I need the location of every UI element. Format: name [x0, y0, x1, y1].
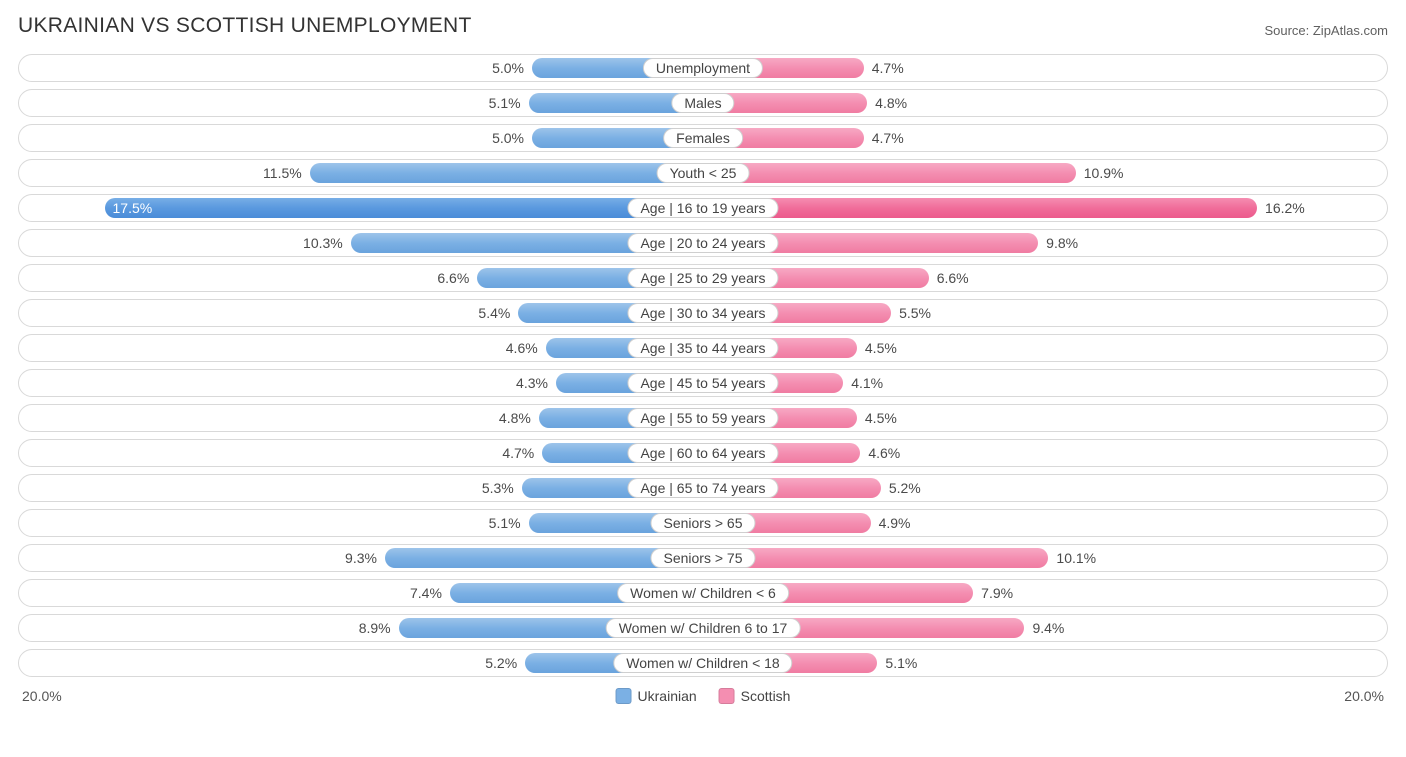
header: UKRAINIAN VS SCOTTISH UNEMPLOYMENT Sourc… [18, 14, 1388, 38]
value-ukrainian: 9.3% [337, 545, 385, 571]
value-scottish: 4.7% [864, 55, 912, 81]
value-ukrainian: 5.1% [481, 90, 529, 116]
axis-max-right: 20.0% [1344, 688, 1384, 704]
value-ukrainian: 7.4% [402, 580, 450, 606]
legend-label-scottish: Scottish [741, 688, 791, 704]
value-scottish: 4.5% [857, 405, 905, 431]
chart-row: 7.4% 7.9% Women w/ Children < 6 [18, 579, 1388, 607]
value-scottish: 10.1% [1048, 545, 1104, 571]
category-label: Seniors > 75 [651, 548, 756, 568]
chart-row: 17.5% 16.2% Age | 16 to 19 years [18, 194, 1388, 222]
category-label: Age | 45 to 54 years [627, 373, 778, 393]
chart-row: 5.2% 5.1% Women w/ Children < 18 [18, 649, 1388, 677]
value-scottish: 4.1% [843, 370, 891, 396]
category-label: Age | 65 to 74 years [627, 478, 778, 498]
value-ukrainian: 6.6% [429, 265, 477, 291]
chart-row: 9.3% 10.1% Seniors > 75 [18, 544, 1388, 572]
chart-row: 10.3% 9.8% Age | 20 to 24 years [18, 229, 1388, 257]
chart-row: 5.0% 4.7% Females [18, 124, 1388, 152]
bar-scottish [703, 163, 1076, 183]
value-ukrainian: 4.8% [491, 405, 539, 431]
chart-row: 5.1% 4.9% Seniors > 65 [18, 509, 1388, 537]
bar-scottish [703, 198, 1257, 218]
chart-row: 11.5% 10.9% Youth < 25 [18, 159, 1388, 187]
category-label: Women w/ Children < 6 [617, 583, 789, 603]
legend-swatch-ukrainian [616, 688, 632, 704]
value-scottish: 16.2% [1257, 195, 1313, 221]
value-scottish: 10.9% [1076, 160, 1132, 186]
diverging-bar-chart: 5.0% 4.7% Unemployment 5.1% 4.8% Males 5.0% 4.7… [18, 54, 1388, 677]
source-label: Source: ZipAtlas.com [1264, 23, 1388, 38]
legend-item-scottish: Scottish [719, 688, 791, 704]
value-scottish: 4.7% [864, 125, 912, 151]
chart-row: 5.1% 4.8% Males [18, 89, 1388, 117]
value-ukrainian: 5.2% [477, 650, 525, 676]
chart-row: 4.6% 4.5% Age | 35 to 44 years [18, 334, 1388, 362]
legend-label-ukrainian: Ukrainian [638, 688, 697, 704]
legend-item-ukrainian: Ukrainian [616, 688, 697, 704]
value-ukrainian: 5.0% [484, 125, 532, 151]
chart-row: 5.3% 5.2% Age | 65 to 74 years [18, 474, 1388, 502]
chart-row: 4.8% 4.5% Age | 55 to 59 years [18, 404, 1388, 432]
category-label: Age | 35 to 44 years [627, 338, 778, 358]
legend: Ukrainian Scottish [616, 688, 791, 704]
chart-row: 8.9% 9.4% Women w/ Children 6 to 17 [18, 614, 1388, 642]
value-scottish: 4.6% [860, 440, 908, 466]
category-label: Age | 60 to 64 years [627, 443, 778, 463]
chart-row: 5.4% 5.5% Age | 30 to 34 years [18, 299, 1388, 327]
category-label: Seniors > 65 [651, 513, 756, 533]
value-ukrainian: 5.1% [481, 510, 529, 536]
value-scottish: 5.2% [881, 475, 929, 501]
value-ukrainian: 17.5% [105, 195, 704, 221]
value-scottish: 9.4% [1024, 615, 1072, 641]
chart-title: UKRAINIAN VS SCOTTISH UNEMPLOYMENT [18, 14, 472, 38]
value-scottish: 7.9% [973, 580, 1021, 606]
value-ukrainian: 4.6% [498, 335, 546, 361]
category-label: Unemployment [643, 58, 763, 78]
value-ukrainian: 5.4% [470, 300, 518, 326]
chart-footer: 20.0% Ukrainian Scottish 20.0% [18, 684, 1388, 708]
value-ukrainian: 8.9% [351, 615, 399, 641]
axis-max-left: 20.0% [22, 688, 62, 704]
category-label: Age | 16 to 19 years [627, 198, 778, 218]
chart-row: 4.7% 4.6% Age | 60 to 64 years [18, 439, 1388, 467]
value-scottish: 6.6% [929, 265, 977, 291]
category-label: Age | 30 to 34 years [627, 303, 778, 323]
category-label: Age | 25 to 29 years [627, 268, 778, 288]
value-scottish: 4.9% [871, 510, 919, 536]
value-ukrainian: 5.3% [474, 475, 522, 501]
value-scottish: 4.8% [867, 90, 915, 116]
category-label: Age | 55 to 59 years [627, 408, 778, 428]
value-scottish: 5.1% [877, 650, 925, 676]
category-label: Males [671, 93, 734, 113]
category-label: Women w/ Children < 18 [613, 653, 792, 673]
chart-row: 6.6% 6.6% Age | 25 to 29 years [18, 264, 1388, 292]
value-scottish: 9.8% [1038, 230, 1086, 256]
value-ukrainian: 10.3% [295, 230, 351, 256]
category-label: Females [663, 128, 743, 148]
chart-row: 4.3% 4.1% Age | 45 to 54 years [18, 369, 1388, 397]
chart-row: 5.0% 4.7% Unemployment [18, 54, 1388, 82]
value-scottish: 5.5% [891, 300, 939, 326]
category-label: Age | 20 to 24 years [627, 233, 778, 253]
category-label: Youth < 25 [657, 163, 750, 183]
value-scottish: 4.5% [857, 335, 905, 361]
value-ukrainian: 4.3% [508, 370, 556, 396]
category-label: Women w/ Children 6 to 17 [606, 618, 801, 638]
bar-ukrainian [310, 163, 703, 183]
legend-swatch-scottish [719, 688, 735, 704]
value-ukrainian: 11.5% [255, 160, 310, 186]
value-ukrainian: 5.0% [484, 55, 532, 81]
value-ukrainian: 4.7% [494, 440, 542, 466]
